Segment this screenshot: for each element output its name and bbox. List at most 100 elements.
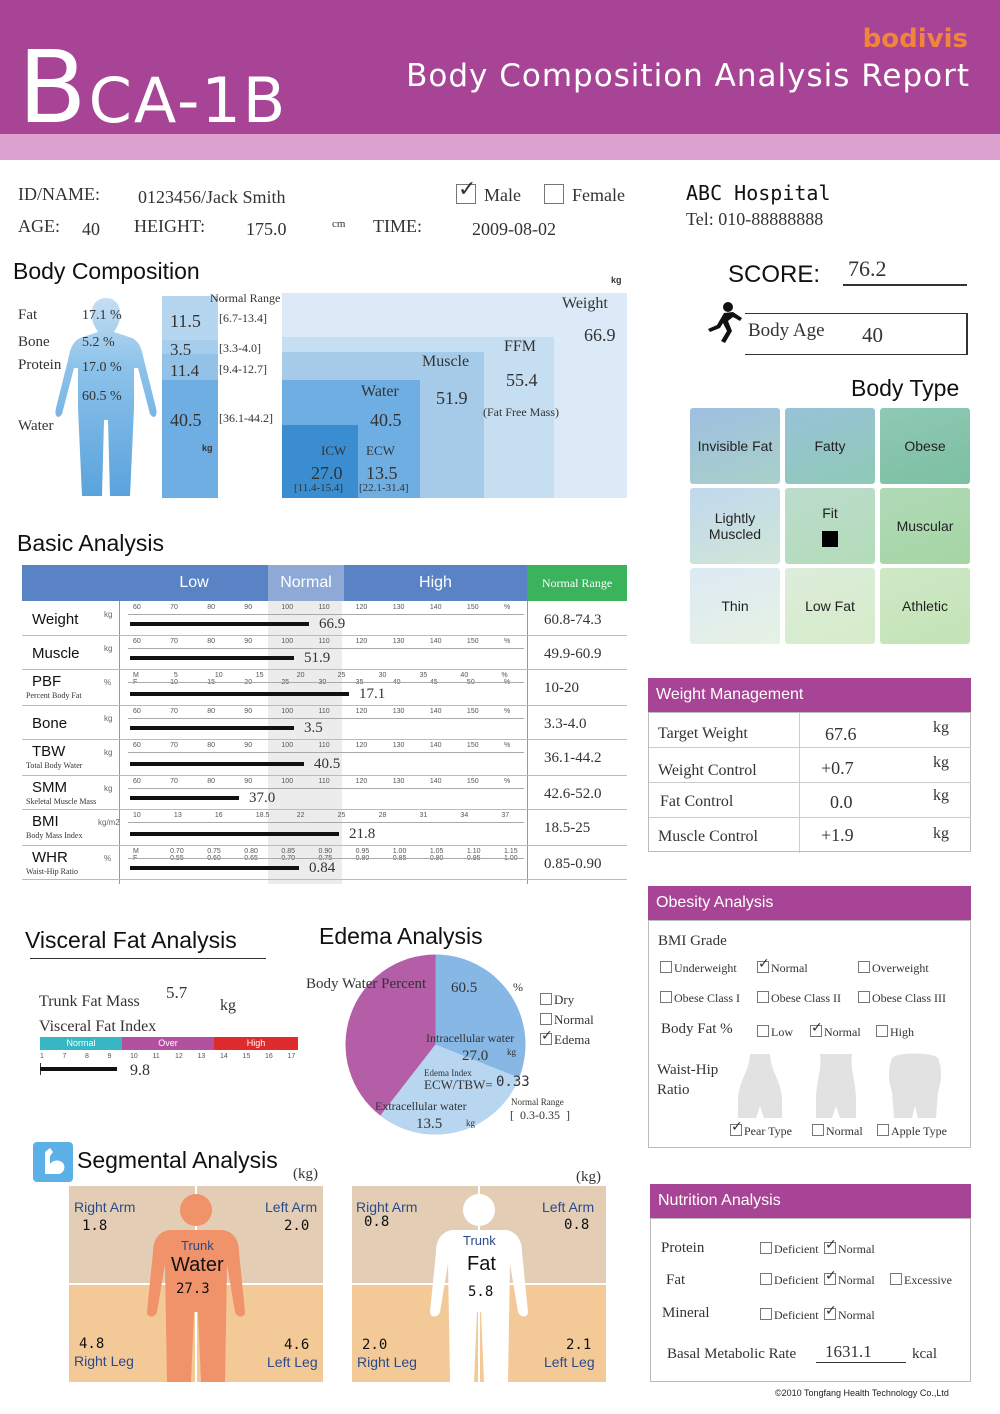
whr-label-2: Ratio: [657, 1082, 690, 1098]
male-label: Male: [484, 185, 521, 205]
wm-value: 0.0: [830, 792, 853, 812]
normal-checkbox: [540, 1013, 552, 1025]
water-right-arm-label: Right Arm: [74, 1199, 136, 1215]
normal-range-label: Normal Range: [210, 291, 281, 305]
body-water-value: 60.5: [451, 980, 478, 996]
bc-row-protein-name: Protein: [18, 357, 62, 373]
checkbox: [824, 1268, 837, 1285]
bc-kg-unit: kg: [202, 443, 213, 453]
body-type-low-fat: Low Fat: [785, 568, 875, 644]
ba-value-label: 40.5: [314, 756, 341, 772]
checkbox: [876, 1025, 888, 1037]
model-rest: CA-1B: [88, 64, 288, 137]
weight-management-panel: Target Weight 67.6 kg Weight Control +0.7 kg…: [648, 712, 971, 853]
score-value: 76.2: [848, 256, 887, 281]
ba-tick-label: 0.75: [207, 848, 221, 855]
ba-axis: [128, 718, 524, 719]
opt-label: Apple Type: [891, 1124, 947, 1138]
ba-tick-label: %: [504, 742, 511, 749]
visceral-tick-label: 15: [242, 1053, 251, 1060]
ba-tick-label: 25: [337, 812, 346, 819]
visceral-tick-label: 10: [130, 1053, 138, 1060]
hospital-name: ABC Hospital: [686, 181, 831, 205]
visceral-tick-label: 17: [287, 1053, 296, 1060]
checkbox: [760, 1242, 772, 1254]
ba-row-name: TBW: [32, 743, 66, 760]
ba-tick-label: 37: [501, 812, 510, 819]
ba-axis: [128, 752, 524, 753]
visceral-tick-label: 9: [107, 1053, 112, 1060]
header-band: [0, 0, 1000, 134]
opt-label: Normal: [824, 1025, 861, 1039]
opt-label: Normal: [838, 1242, 875, 1256]
id-value: 0123456/Jack Smith: [138, 187, 286, 207]
ecw-label: ECW: [366, 443, 395, 458]
ba-tick-label: 1.15: [504, 848, 518, 855]
height-label: HEIGHT:: [134, 216, 206, 236]
ba-tick-label: 70: [170, 778, 178, 785]
bc-protein-bar: [162, 354, 218, 380]
ba-tick-label: 80: [207, 708, 215, 715]
checkbox: [730, 1119, 743, 1136]
ba-value-label: 37.0: [249, 790, 276, 806]
water-right-leg-label: Right Leg: [74, 1353, 134, 1369]
ba-tick-label: 140: [429, 638, 442, 645]
header-subband: [0, 134, 1000, 160]
checkbox: [812, 1124, 824, 1136]
bc-fat-value: 11.5: [170, 311, 201, 331]
weight-management-title: Weight Management: [648, 678, 971, 712]
body-type-obese: Obese: [880, 408, 970, 484]
opt-label: Normal: [771, 961, 808, 975]
ba-value-bar: [130, 762, 304, 766]
ba-normal-range: 60.8-74.3: [544, 612, 602, 628]
ba-tick-label: 150: [466, 708, 479, 715]
icw-block: [282, 425, 358, 498]
checkbox: [757, 956, 770, 973]
ba-tick-label: 10: [214, 672, 223, 679]
fat-left-arm-value: 0.8: [564, 1217, 590, 1233]
bc-water-bar: [162, 380, 218, 498]
edema-checkbox: [540, 1028, 553, 1045]
ba-row-weight: Weight kg 60 70 80 90 100 110 120 130 140 150% 66.9 6…: [22, 602, 627, 636]
obesity-title: Obesity Analysis: [648, 886, 971, 920]
wm-value: 67.6: [825, 724, 857, 744]
opt-label: Obese Class II: [771, 991, 841, 1005]
apple-shape-icon: [888, 1052, 942, 1120]
fat-right-leg-value: 2.0: [362, 1337, 388, 1353]
ba-normal-range: 10-20: [544, 680, 579, 696]
body-type-label: Thin: [721, 598, 749, 614]
opt-label: Overweight: [872, 961, 929, 975]
water-right-leg-value: 4.8: [79, 1336, 105, 1352]
ba-value-label: 66.9: [319, 616, 346, 632]
bmi-opt-overweight: Overweight: [858, 961, 929, 976]
ba-header-blank: [22, 565, 120, 601]
opt-label: Low: [771, 1025, 793, 1039]
ba-value-label: 17.1: [359, 686, 386, 702]
ba-tick-label: 90: [244, 604, 253, 611]
whr-opt-apple: Apple Type: [877, 1124, 947, 1139]
ffm-label: FFM: [504, 338, 537, 355]
bc-bone-range: [3.3-4.0]: [219, 341, 261, 355]
ba-tick-label: 110: [318, 778, 330, 785]
ba-tick-label: 150: [466, 638, 479, 645]
ba-row-unit: kg: [104, 644, 113, 653]
ba-header-low: Low: [120, 565, 268, 601]
body-water-label: Body Water Percent: [306, 976, 427, 992]
ba-tick-label: %: [504, 778, 511, 785]
checkbox: [824, 1237, 837, 1254]
ba-tick-label: 100: [281, 708, 294, 715]
ba-row-unit: %: [104, 678, 112, 687]
opt-label: Deficient: [774, 1242, 819, 1256]
ba-tick-label: 150: [466, 778, 479, 785]
trunk-fat-label: Trunk Fat Mass: [39, 993, 140, 1010]
fat-right-arm-value: 0.8: [364, 1214, 390, 1230]
ba-row-name: Muscle: [32, 645, 80, 662]
ba-axis: [128, 682, 524, 683]
ba-row-unit: kg: [104, 610, 113, 619]
ba-value-label: 21.8: [349, 826, 376, 842]
ba-normal-range: 3.3-4.0: [544, 716, 587, 732]
body-type-thin: Thin: [690, 568, 780, 644]
body-age-value: 40: [862, 323, 883, 347]
ba-row-unit: kg/m2: [98, 818, 120, 827]
